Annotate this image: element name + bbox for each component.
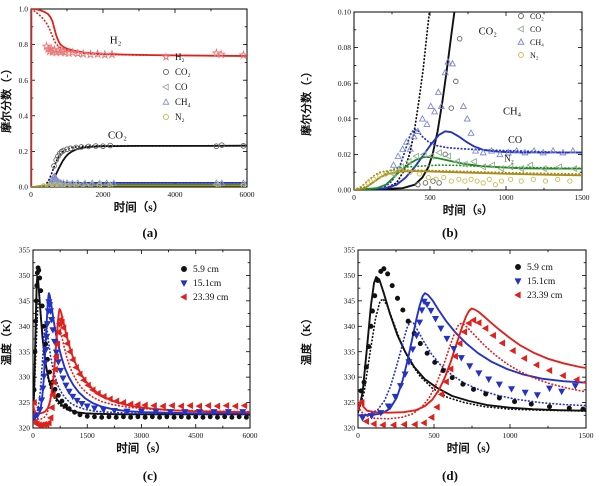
svg-text:1500: 1500 — [579, 431, 594, 440]
svg-text:6000: 6000 — [243, 431, 258, 440]
svg-text:345: 345 — [344, 296, 356, 305]
panel-c: 0 1500 3000 4500 6000 320 325 330 335 340 345 350 35… — [0, 243, 300, 486]
svg-text:CO₂: CO₂ — [479, 26, 498, 37]
svg-text:摩尔分数（-）: 摩尔分数（-） — [0, 63, 13, 133]
svg-text:340: 340 — [344, 322, 356, 331]
svg-text:5.9 cm: 5.9 cm — [193, 265, 219, 275]
svg-text:H₂: H₂ — [175, 52, 185, 62]
svg-text:500: 500 — [428, 431, 440, 440]
svg-text:330: 330 — [344, 373, 356, 382]
svg-text:23.39 cm: 23.39 cm — [527, 291, 563, 301]
svg-text:15.1cm: 15.1cm — [527, 277, 556, 287]
svg-text:1000: 1000 — [503, 431, 518, 440]
svg-text:0: 0 — [356, 431, 360, 440]
svg-text:0.8: 0.8 — [19, 40, 29, 49]
svg-text:355: 355 — [19, 246, 31, 255]
svg-text:摩尔分数（-）: 摩尔分数（-） — [300, 66, 313, 136]
svg-text:350: 350 — [19, 271, 31, 280]
svg-text:CH₄: CH₄ — [530, 38, 544, 47]
svg-text:355: 355 — [344, 246, 356, 255]
panel-a: 0 2000 4000 6000 0.0 0.2 0.4 0.6 0.8 1.0 时间（s） 摩尔分数… — [0, 0, 300, 243]
svg-text:15.1cm: 15.1cm — [193, 279, 222, 289]
svg-text:CO: CO — [508, 135, 522, 146]
svg-text:320: 320 — [344, 424, 356, 433]
svg-text:0.6: 0.6 — [19, 76, 29, 85]
svg-text:500: 500 — [424, 193, 436, 202]
svg-text:335: 335 — [344, 347, 356, 356]
svg-text:6000: 6000 — [240, 190, 255, 199]
svg-text:时间（s）: 时间（s） — [116, 441, 166, 455]
svg-text:0.06: 0.06 — [338, 79, 351, 88]
svg-text:350: 350 — [344, 271, 356, 280]
svg-text:CO₂: CO₂ — [108, 130, 127, 142]
svg-text:1000: 1000 — [499, 193, 514, 202]
svg-text:N₂: N₂ — [175, 112, 185, 122]
svg-text:1500: 1500 — [80, 431, 95, 440]
svg-text:H₂: H₂ — [110, 35, 122, 47]
svg-text:CO: CO — [175, 82, 188, 92]
svg-text:335: 335 — [19, 347, 31, 356]
svg-text:345: 345 — [19, 296, 31, 305]
svg-text:0: 0 — [352, 193, 356, 202]
svg-text:温度（K）: 温度（K） — [0, 313, 13, 366]
svg-text:0.00: 0.00 — [338, 186, 351, 195]
svg-text:CO₂: CO₂ — [175, 67, 191, 77]
svg-text:时间（s）: 时间（s） — [447, 441, 497, 455]
svg-text:0.04: 0.04 — [338, 114, 351, 123]
svg-text:温度（K）: 温度（K） — [300, 313, 313, 366]
svg-text:CO: CO — [530, 25, 541, 34]
svg-text:N₂: N₂ — [530, 51, 539, 60]
svg-text:CH₄: CH₄ — [175, 97, 191, 107]
svg-text:330: 330 — [19, 373, 31, 382]
svg-text:1500: 1500 — [575, 193, 590, 202]
svg-text:CO₂: CO₂ — [530, 12, 544, 21]
panel-b-plot: 0 500 1000 1500 0.00 0.02 0.04 0.06 0.08 0.10 时间（s… — [300, 8, 590, 217]
svg-text:1.0: 1.0 — [19, 5, 29, 14]
svg-text:325: 325 — [344, 398, 356, 407]
svg-text:23.39 cm: 23.39 cm — [193, 293, 229, 303]
panel-a-plot: 0 2000 4000 6000 0.0 0.2 0.4 0.6 0.8 1.0 时间（s） 摩尔分数… — [0, 5, 255, 214]
svg-text:0.0: 0.0 — [19, 183, 29, 192]
panel-d: 0 500 1000 1500 320 325 330 335 340 345 350 355 时间（s… — [300, 243, 600, 486]
panel-d-caption: (d) — [442, 468, 458, 483]
svg-text:CH₄: CH₄ — [503, 106, 522, 117]
svg-text:340: 340 — [19, 322, 31, 331]
panel-d-plot: 0 500 1000 1500 320 325 330 335 340 345 350 355 时间（s… — [300, 246, 594, 455]
panel-a-caption: (a) — [142, 225, 158, 240]
panel-b-caption: (b) — [442, 225, 458, 240]
svg-text:4500: 4500 — [188, 431, 203, 440]
svg-text:0.2: 0.2 — [19, 147, 29, 156]
svg-text:4000: 4000 — [168, 190, 183, 199]
svg-text:5.9 cm: 5.9 cm — [527, 263, 553, 273]
svg-text:2000: 2000 — [96, 190, 111, 199]
svg-text:0.10: 0.10 — [338, 8, 351, 17]
svg-text:0: 0 — [31, 431, 35, 440]
svg-text:3000: 3000 — [134, 431, 149, 440]
panel-c-plot: 0 1500 3000 4500 6000 320 325 330 335 340 345 350 35… — [0, 246, 258, 455]
svg-text:时间（s）: 时间（s） — [114, 200, 164, 214]
svg-text:时间（s）: 时间（s） — [443, 203, 493, 217]
svg-text:325: 325 — [19, 398, 31, 407]
svg-text:0: 0 — [29, 190, 33, 199]
panel-c-caption: (c) — [142, 468, 158, 483]
svg-text:0.02: 0.02 — [338, 150, 351, 159]
panel-b: 0 500 1000 1500 0.00 0.02 0.04 0.06 0.08 0.10 时间（s… — [300, 0, 600, 243]
svg-text:320: 320 — [19, 424, 31, 433]
svg-text:0.4: 0.4 — [19, 111, 29, 120]
svg-text:0.08: 0.08 — [338, 43, 351, 52]
svg-text:N₂: N₂ — [504, 154, 514, 164]
